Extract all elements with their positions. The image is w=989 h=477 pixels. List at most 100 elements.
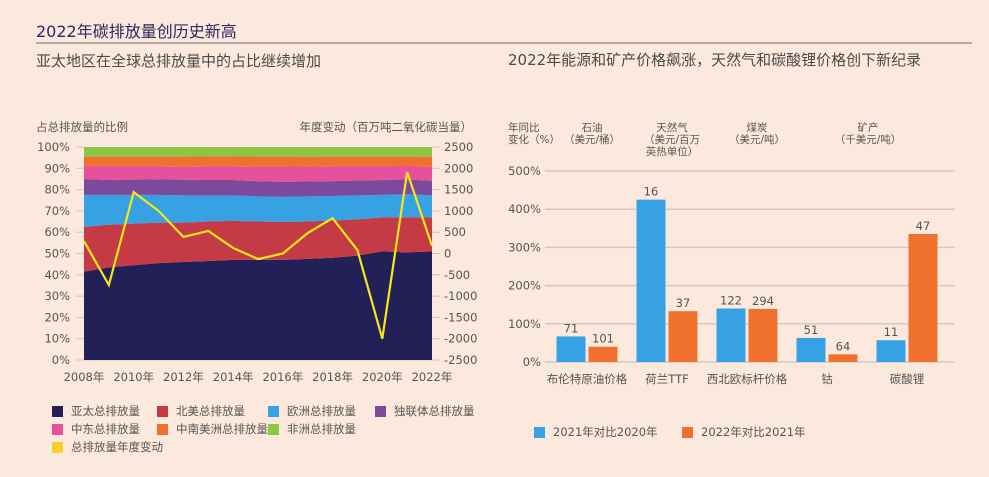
bar-2021 bbox=[716, 308, 746, 362]
area-series-7 bbox=[84, 147, 432, 157]
bar-y-axis-title: 年同比 bbox=[508, 121, 540, 134]
right-y-tick-label: 1000 bbox=[444, 204, 473, 218]
bar-y-tick-label: 400% bbox=[508, 202, 541, 216]
left-y-tick-label: 10% bbox=[44, 332, 70, 346]
legend-label: 中东总排放量 bbox=[71, 422, 140, 436]
right-y-tick-label: 500 bbox=[444, 225, 466, 239]
right-y-axis-title: 年度变动（百万吨二氧化碳当量） bbox=[300, 120, 473, 134]
bar-2022 bbox=[908, 234, 938, 362]
bar-2022 bbox=[748, 308, 778, 362]
bar-category-label: 布伦特原油价格 bbox=[547, 372, 628, 386]
legend-swatch bbox=[52, 423, 63, 435]
left-y-axis-title: 占总排放量的比例 bbox=[36, 120, 128, 134]
left-x-tick-label: 2010年 bbox=[113, 370, 154, 384]
bar-2022 bbox=[668, 311, 698, 362]
right-y-tick-label: -2000 bbox=[444, 332, 477, 346]
legend-swatch bbox=[52, 441, 63, 453]
bar-2021 bbox=[556, 336, 586, 362]
right-chart-title: 2022年能源和矿产价格飙涨，天然气和碳酸锂价格创下新纪录 bbox=[508, 51, 922, 69]
legend-swatch bbox=[534, 426, 545, 438]
left-x-tick-label: 2008年 bbox=[64, 370, 105, 384]
bar-2021 bbox=[796, 337, 826, 362]
right-y-tick-label: 0 bbox=[444, 247, 451, 261]
legend-label: 独联体总排放量 bbox=[394, 404, 475, 418]
left-x-tick-label: 2022年 bbox=[412, 370, 453, 384]
legend-item: 中南美洲总排放量 bbox=[157, 421, 268, 437]
legend-item: 非洲总排放量 bbox=[268, 421, 356, 437]
bar-group-header: 煤炭 bbox=[747, 121, 768, 134]
bar-group-header: （美元/吨） bbox=[729, 133, 785, 146]
bar-data-label: 71 bbox=[564, 321, 579, 335]
bar-group-header: 英热单位） bbox=[646, 145, 699, 158]
bar-2022 bbox=[828, 354, 858, 362]
left-y-tick-label: 80% bbox=[44, 183, 70, 197]
legend-item: 独联体总排放量 bbox=[375, 403, 475, 419]
bar-y-tick-label: 300% bbox=[508, 240, 541, 254]
legend-label: 欧洲总排放量 bbox=[287, 404, 356, 418]
legend-item: 北美总排放量 bbox=[157, 403, 245, 419]
legend-label: 非洲总排放量 bbox=[287, 422, 356, 436]
area-series-2 bbox=[84, 217, 432, 272]
legend-item: 2021年对比2020年 bbox=[534, 424, 658, 440]
legend-label: 2021年对比2020年 bbox=[553, 425, 658, 439]
bar-category-label: 钴 bbox=[821, 372, 833, 386]
legend-swatch bbox=[52, 405, 63, 417]
legend-label: 2022年对比2021年 bbox=[701, 425, 806, 439]
area-series-5 bbox=[84, 165, 432, 182]
bar-group-header: （千美元/吨） bbox=[835, 133, 902, 146]
legend-item: 总排放量年度变动 bbox=[52, 439, 163, 455]
left-y-tick-label: 0% bbox=[52, 353, 70, 367]
bar-group-header: 天然气 bbox=[656, 121, 688, 134]
right-y-tick-label: -2500 bbox=[444, 353, 477, 367]
legend-item: 亚太总排放量 bbox=[52, 403, 140, 419]
legend-item: 中东总排放量 bbox=[52, 421, 140, 437]
left-x-tick-label: 2012年 bbox=[163, 370, 204, 384]
left-y-tick-label: 100% bbox=[37, 140, 70, 154]
legend-swatch bbox=[268, 405, 279, 417]
bar-data-label: 101 bbox=[592, 332, 614, 346]
left-x-tick-label: 2014年 bbox=[213, 370, 254, 384]
right-y-tick-label: -1000 bbox=[444, 289, 477, 303]
left-y-tick-label: 60% bbox=[44, 225, 70, 239]
legend-label: 总排放量年度变动 bbox=[71, 440, 163, 454]
bar-data-label: 47 bbox=[916, 219, 931, 233]
legend-item: 欧洲总排放量 bbox=[268, 403, 356, 419]
area-series-6 bbox=[84, 156, 432, 167]
right-y-tick-label: 2000 bbox=[444, 161, 473, 175]
left-y-tick-label: 30% bbox=[44, 289, 70, 303]
left-x-tick-label: 2020年 bbox=[362, 370, 403, 384]
legend-swatch bbox=[157, 405, 168, 417]
bar-category-label: 西北欧标杆价格 bbox=[707, 372, 788, 386]
main-title: 2022年碳排放量创历史新高 bbox=[36, 22, 237, 41]
bar-2021 bbox=[636, 199, 666, 362]
bar-category-label: 荷兰TTF bbox=[645, 372, 688, 386]
right-y-tick-label: -500 bbox=[444, 268, 470, 282]
left-y-tick-label: 90% bbox=[44, 161, 70, 175]
bar-group-header: 石油 bbox=[582, 121, 603, 134]
legend-label: 亚太总排放量 bbox=[71, 404, 140, 418]
legend-swatch bbox=[157, 423, 168, 435]
bar-data-label: 294 bbox=[752, 294, 774, 308]
bar-y-axis-title: 变化（%） bbox=[508, 133, 560, 146]
area-series-4 bbox=[84, 178, 432, 197]
bar-2021 bbox=[876, 340, 906, 362]
legend-label: 中南美洲总排放量 bbox=[176, 422, 268, 436]
left-x-tick-label: 2016年 bbox=[262, 370, 303, 384]
left-y-tick-label: 70% bbox=[44, 204, 70, 218]
legend-swatch bbox=[268, 423, 279, 435]
left-y-tick-label: 40% bbox=[44, 268, 70, 282]
bar-data-label: 51 bbox=[804, 323, 819, 337]
title-divider bbox=[36, 42, 972, 44]
bar-y-tick-label: 200% bbox=[508, 279, 541, 293]
bar-y-tick-label: 0% bbox=[523, 355, 541, 369]
bar-data-label: 16 bbox=[644, 185, 659, 199]
legend-swatch bbox=[375, 405, 386, 417]
legend-label: 北美总排放量 bbox=[176, 404, 245, 418]
right-y-tick-label: 2500 bbox=[444, 140, 473, 154]
right-y-tick-label: 1500 bbox=[444, 183, 473, 197]
area-series-1 bbox=[84, 251, 432, 360]
bar-2022 bbox=[588, 346, 618, 362]
bar-y-tick-label: 100% bbox=[508, 317, 541, 331]
right-y-tick-label: -1500 bbox=[444, 310, 477, 324]
